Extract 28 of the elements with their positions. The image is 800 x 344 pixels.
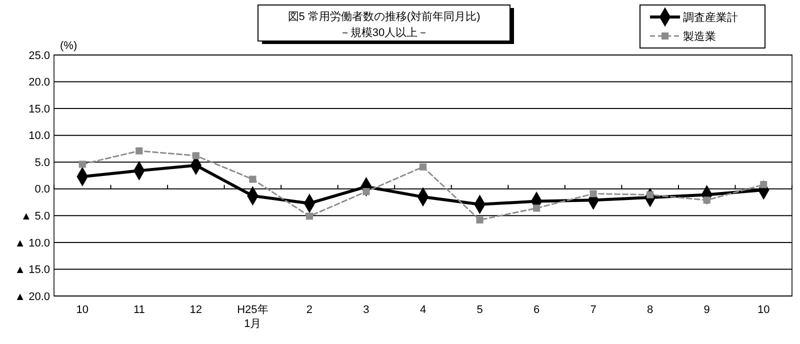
y-tick-label: ▲ 5.0 — [20, 210, 50, 223]
chart-title: 図5 常用労働者数の推移(対前年同月比) — [288, 10, 480, 23]
x-tick-label: 5 — [476, 304, 483, 316]
y-tick-label: 15.0 — [28, 103, 50, 116]
x-tick-label: 9 — [704, 304, 710, 316]
legend-label: 製造業 — [683, 30, 716, 43]
x-tick-label: 4 — [420, 304, 426, 316]
x-tick-label: 11 — [133, 304, 145, 316]
x-tick-label: H25年 1月 — [237, 304, 268, 330]
y-tick-label: ▲ 15.0 — [14, 264, 50, 276]
y-tick-label: 20.0 — [28, 76, 50, 89]
x-tick-label: 2 — [306, 304, 313, 316]
y-tick-label: 0.0 — [34, 184, 50, 196]
y-tick-label: ▲ 20.0 — [14, 290, 50, 303]
y-tick-label: 10.0 — [28, 130, 50, 142]
x-tick-label: 7 — [590, 304, 596, 316]
x-tick-label: 6 — [533, 304, 540, 316]
y-tick-label: 25.0 — [28, 50, 50, 62]
x-tick-label: 10 — [76, 304, 89, 316]
y-axis-title: (%) — [60, 40, 78, 52]
x-tick-label: 12 — [190, 304, 202, 316]
x-tick-label: 8 — [647, 304, 654, 316]
legend-label: 調査産業計 — [683, 10, 738, 24]
x-tick-label: 3 — [363, 304, 370, 316]
y-tick-label: 5.0 — [34, 156, 50, 169]
x-tick-label: 10 — [757, 304, 770, 316]
chart-subtitle: －規模30人以上－ — [339, 26, 429, 39]
y-tick-label: ▲ 10.0 — [14, 237, 50, 250]
